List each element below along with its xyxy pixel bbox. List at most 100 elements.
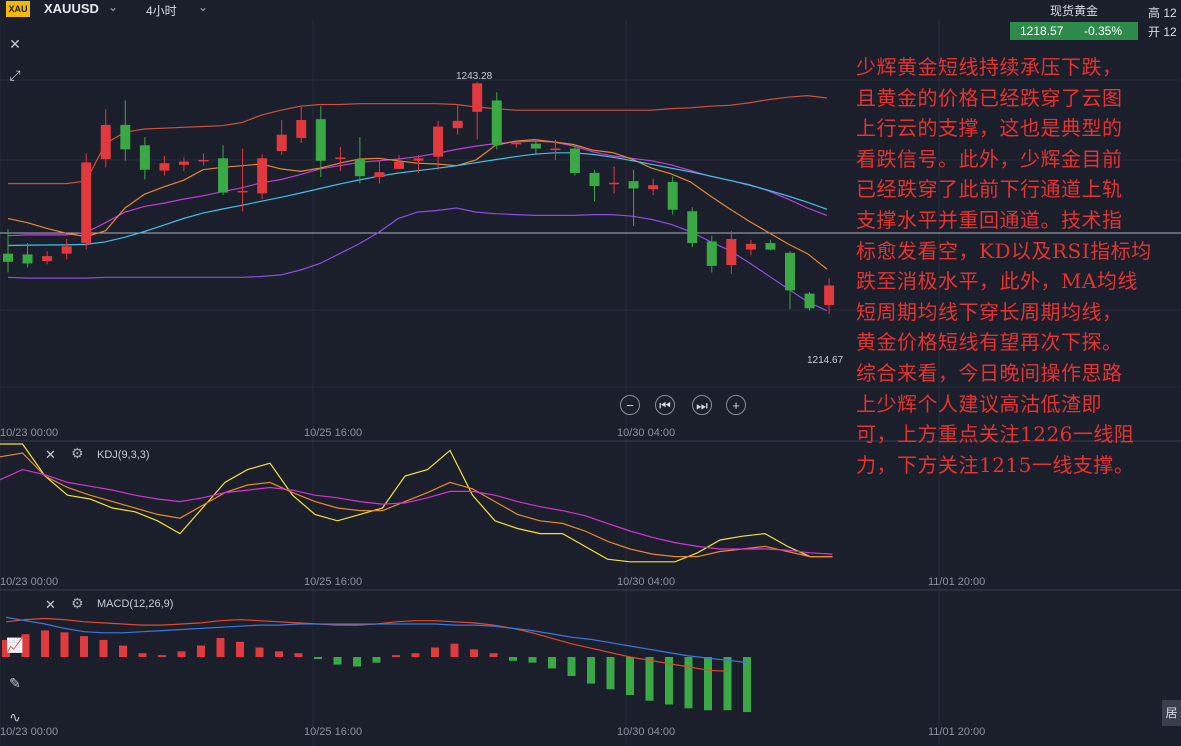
annotation-line: 已经跌穿了此前下行通道上轨 [856, 177, 1123, 202]
x-tick: 10/25 16:00 [304, 576, 363, 588]
macd-bar [333, 657, 342, 665]
x-tick: 11/01 20:00 [928, 576, 986, 588]
annotation-line: 且黄金的价格已经跌穿了云图 [856, 85, 1123, 110]
close-icon[interactable]: ✕ [9, 36, 21, 52]
quote-change: -0.35% [1084, 24, 1123, 38]
top-bar: XAU XAUUSD ⌄ 4小时 ⌄ [0, 0, 1181, 20]
scroll-start-icon[interactable]: ⏮ [655, 395, 675, 415]
macd-bar [509, 657, 517, 661]
candle-body [61, 246, 72, 254]
macd-bar [470, 649, 478, 657]
macd-bar [314, 657, 322, 659]
candle-body [511, 142, 522, 145]
macd-dea-line [5, 616, 748, 664]
candle-body [22, 254, 33, 264]
macd-bar [450, 643, 459, 657]
x-tick: 10/23 00:00 [0, 726, 59, 738]
macd-bar [743, 657, 751, 713]
macd-bar [704, 657, 712, 711]
scroll-end-icon[interactable]: ⏭ [692, 395, 712, 415]
macd-bar [236, 641, 244, 657]
symbol-selector[interactable]: XAUUSD [44, 1, 99, 16]
candle-body [726, 239, 737, 266]
macd-bar [626, 657, 634, 695]
macd-bar [158, 655, 166, 658]
xau-logo: XAU [6, 1, 30, 17]
macd-bar [353, 657, 361, 667]
macd-bar [21, 634, 30, 657]
annotation-line: 看跌信号。此外，少辉金目前 [856, 146, 1123, 171]
candle-body [296, 120, 307, 138]
gear-icon[interactable]: ⚙ [71, 595, 84, 611]
max-price-label: 1243.28 [456, 71, 493, 82]
x-tick: 10/30 04:00 [617, 726, 676, 738]
candle-body [452, 120, 463, 129]
quote-box: 1218.57 -0.35% [1010, 22, 1138, 40]
expand-icon[interactable]: ⤢ [9, 67, 21, 83]
candle-body [628, 181, 639, 189]
side-button[interactable]: 居 [1162, 700, 1181, 726]
open-label: 开 12 [1148, 25, 1177, 39]
annotation-line: 可，上方重点关注1226一线阻 [856, 422, 1135, 447]
candle-body [178, 161, 189, 165]
quote-price: 1218.57 [1020, 24, 1064, 38]
candle-body [687, 211, 698, 244]
indicator-icon[interactable]: ∿ [9, 709, 21, 725]
candle-body [491, 100, 502, 146]
kdj-j-line [0, 443, 833, 563]
gear-icon[interactable]: ⚙ [71, 445, 84, 461]
draw-tool-icon[interactable]: ✎ [9, 675, 21, 691]
quote-name: 现货黄金 [1050, 4, 1099, 18]
close-icon[interactable]: ✕ [45, 597, 56, 612]
last-price-label: 1214.67 [807, 355, 844, 366]
zoom-in-icon[interactable]: + [726, 395, 746, 415]
candle-body [609, 182, 620, 185]
ma-line [7, 138, 828, 270]
candle-body [42, 256, 53, 262]
macd-bar [177, 651, 186, 657]
annotation-line: 上少辉个人建议高沽低渣即 [856, 391, 1102, 416]
candle-body [765, 243, 776, 250]
x-tick: 10/30 04:00 [617, 576, 676, 588]
zoom-out-icon[interactable]: − [620, 395, 640, 415]
bollinger-upper-line [8, 94, 828, 185]
candle-body [569, 148, 580, 173]
ma-long-line [7, 152, 828, 247]
candle-body [648, 185, 659, 190]
macd-bar [587, 657, 595, 684]
annotation-line: 综合来看，今日晚间操作思路 [856, 360, 1123, 385]
macd-bar [645, 657, 654, 701]
macd-bar [567, 657, 576, 676]
candle-body [354, 159, 365, 177]
close-icon[interactable]: ✕ [45, 447, 56, 462]
candle-body [276, 134, 287, 151]
chart-type-icon[interactable]: 📈 [6, 637, 24, 653]
period-selector[interactable]: 4小时 [146, 4, 177, 18]
candle-body [237, 190, 248, 193]
annotation-line: 短周期均线下穿长周期均线， [856, 299, 1123, 324]
candle-body [394, 161, 404, 169]
macd-bar [684, 657, 693, 709]
macd-bar [41, 630, 49, 657]
candle-body [413, 158, 424, 161]
chevron-down-icon[interactable]: ⌄ [198, 0, 209, 14]
chevron-down-icon[interactable]: ⌄ [108, 0, 119, 14]
candle-body [81, 162, 92, 244]
annotation-line: 标愈发看空，KD以及RSI指标均 [856, 238, 1152, 263]
annotation-line: 支撑水平并重回通道。技术指 [856, 207, 1123, 232]
x-tick: 10/25 16:00 [304, 726, 363, 738]
macd-bar [411, 653, 420, 657]
candle-body [785, 252, 795, 291]
candle-body [433, 126, 444, 157]
candle-body [589, 172, 600, 187]
candle-body [804, 293, 815, 309]
candle-body [139, 145, 150, 170]
macd-bar [216, 638, 225, 657]
annotation-line: 跌至消极水平，此外，MA均线 [856, 269, 1138, 294]
candle-body [530, 143, 541, 149]
bollinger-middle-line [7, 140, 828, 237]
candle-body [218, 158, 229, 193]
macd-bar [138, 653, 147, 657]
macd-bar [275, 651, 283, 657]
